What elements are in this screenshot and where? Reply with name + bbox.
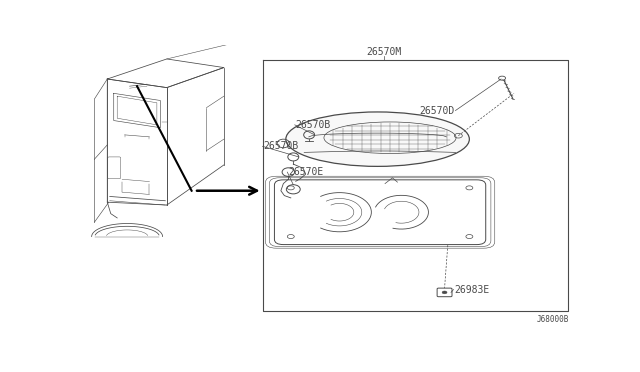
Text: 26983E: 26983E <box>454 285 490 295</box>
Text: 26570D: 26570D <box>419 106 454 116</box>
FancyBboxPatch shape <box>275 180 486 244</box>
Text: 26570M: 26570M <box>367 47 402 57</box>
Text: 26570B: 26570B <box>264 141 299 151</box>
Circle shape <box>499 76 506 80</box>
Ellipse shape <box>286 112 469 166</box>
Circle shape <box>442 291 447 294</box>
Text: J68000B: J68000B <box>536 315 568 324</box>
Text: 26570B: 26570B <box>296 120 331 130</box>
Text: 26570E: 26570E <box>288 167 324 177</box>
FancyBboxPatch shape <box>437 288 452 297</box>
